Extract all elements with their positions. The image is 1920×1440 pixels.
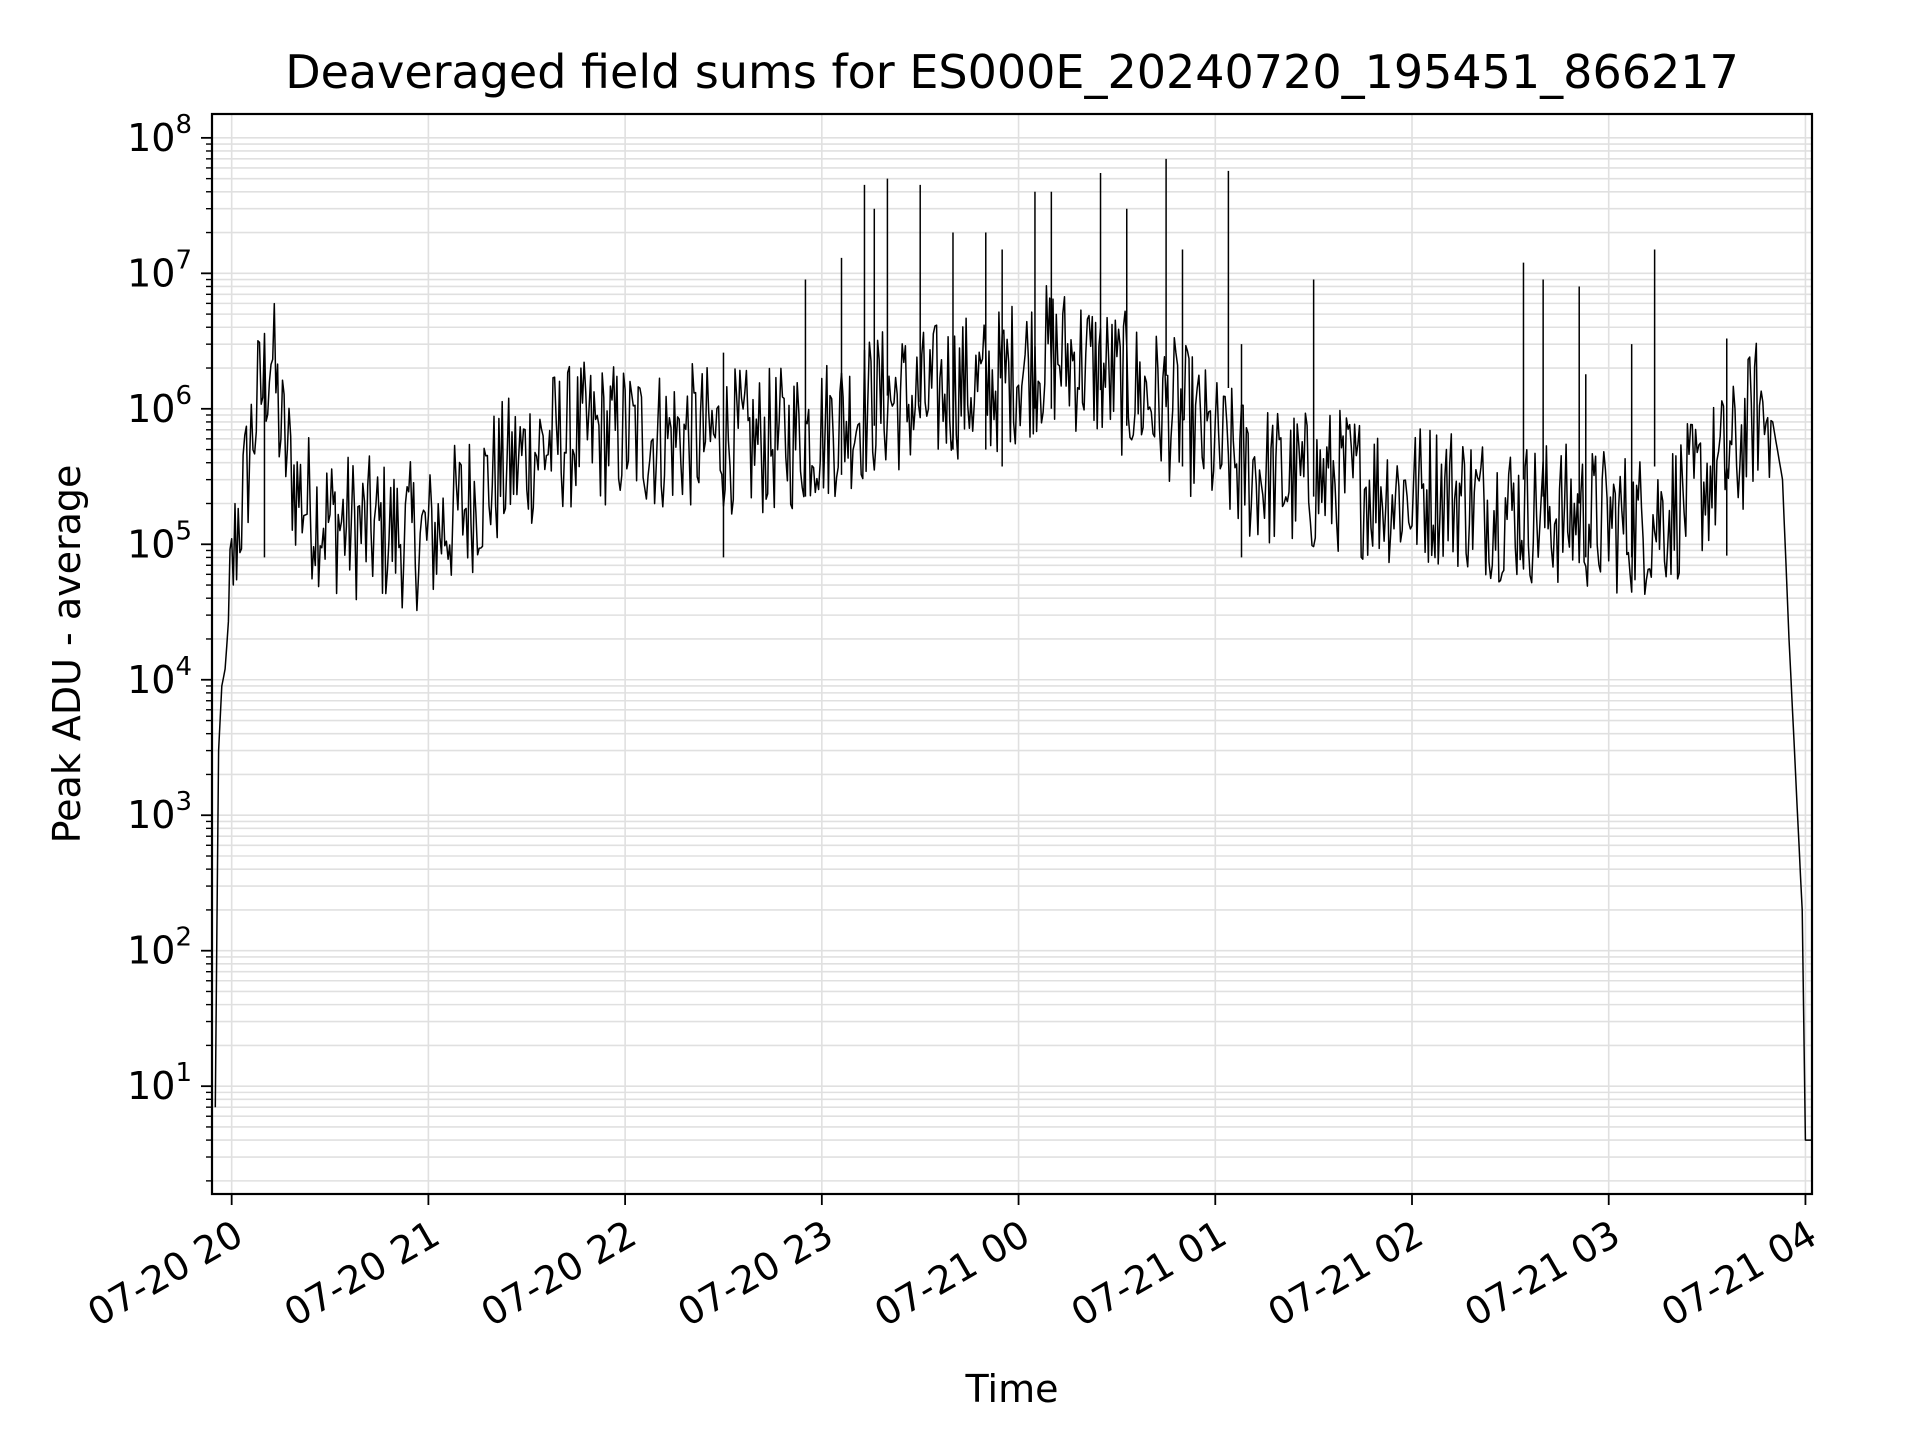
series-line — [214, 285, 1812, 1141]
grid-layer — [212, 114, 1812, 1194]
y-tick-label: 104 — [127, 652, 192, 702]
y-tick-label: 103 — [127, 787, 192, 837]
y-tick-label: 102 — [127, 923, 192, 973]
y-tick-label: 105 — [127, 516, 192, 566]
plot-frame — [210, 112, 1814, 1196]
y-tick-label: 108 — [127, 110, 192, 160]
y-tick-label: 107 — [127, 245, 192, 295]
y-tick-label: 101 — [127, 1058, 192, 1108]
y-axis-label: Peak ADU - average — [45, 465, 89, 844]
x-axis-label: Time — [965, 1367, 1059, 1411]
y-tick-label: 106 — [127, 381, 192, 431]
chart-title: Deaveraged field sums for ES000E_2024072… — [285, 45, 1739, 99]
line-layer — [214, 158, 1812, 1141]
